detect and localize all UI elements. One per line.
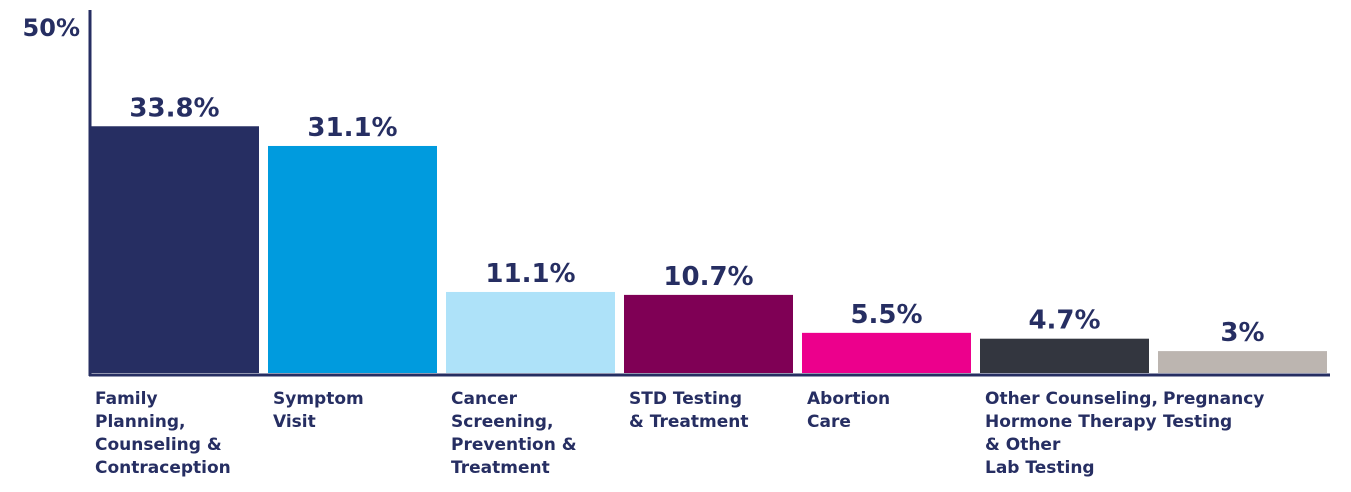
bar [268, 145, 437, 373]
bar [446, 291, 615, 373]
value-label: 31.1% [307, 113, 397, 143]
x-tick-label: Family Planning, Counseling & Contracept… [95, 389, 231, 478]
y-tick-label: 50% [23, 14, 80, 42]
x-tick-label: Other Counseling, Hormone Therapy & Othe… [985, 389, 1158, 478]
bar [1158, 351, 1327, 373]
x-tick-label: Symptom Visit [273, 389, 364, 432]
value-label: 10.7% [663, 262, 753, 292]
value-label: 4.7% [1028, 306, 1100, 336]
value-label: 33.8% [129, 93, 219, 123]
x-tick-label: Abortion Care [807, 389, 891, 432]
value-label: 3% [1220, 318, 1264, 348]
x-tick-label: STD Testing & Treatment [629, 389, 749, 432]
bar [90, 126, 259, 373]
x-tick-label: Cancer Screening, Prevention & Treatment [451, 389, 577, 478]
bar [802, 332, 971, 373]
bar [624, 294, 793, 373]
value-label: 5.5% [850, 300, 922, 330]
value-label: 11.1% [485, 259, 575, 289]
bar [980, 338, 1149, 373]
x-tick-label: Pregnancy Testing [1163, 389, 1265, 432]
